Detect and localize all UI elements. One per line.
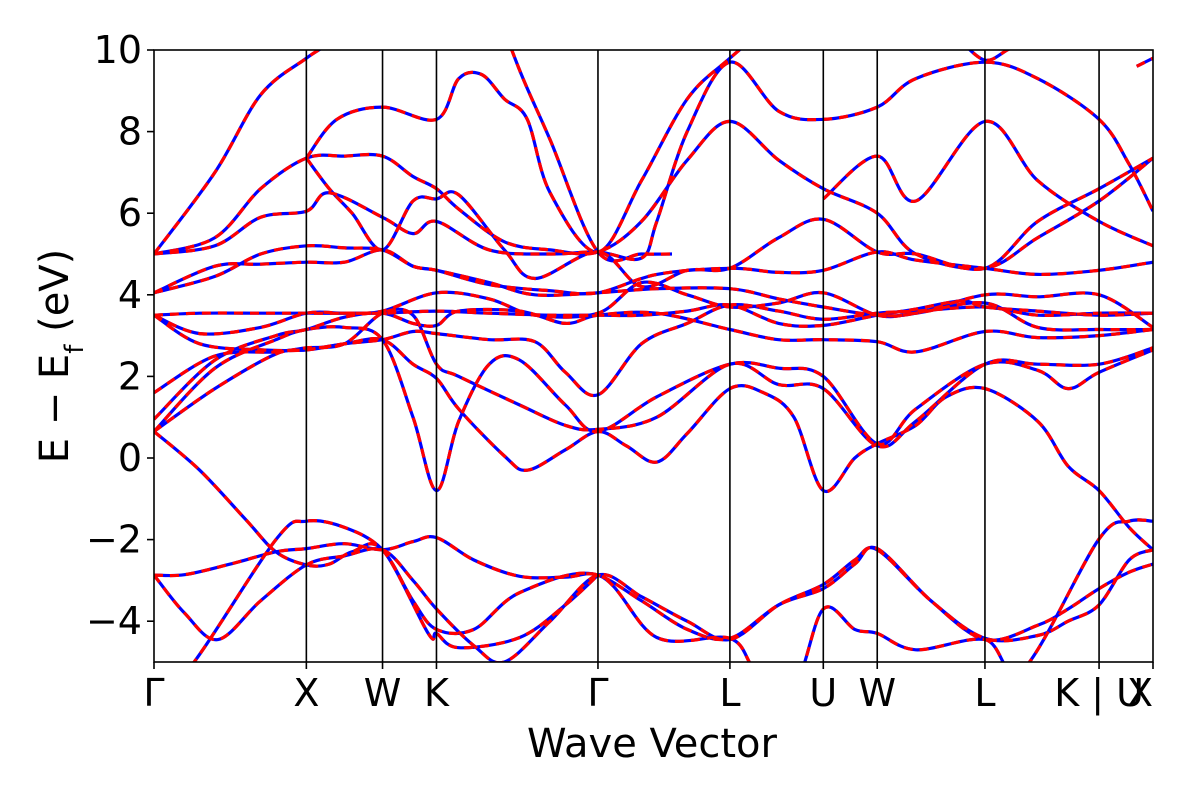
band-line-solid-18 [510,50,673,263]
band-line-solid-3 [154,430,600,650]
high-symmetry-lines [305,50,1100,662]
band-line-dashed-12 [154,243,1153,296]
y-axis-label-unit: (eV) [32,249,78,345]
y-tick-label-1: −2 [86,518,142,562]
x-tick-label-0: Γ [143,671,164,715]
x-tick-label-8: L [974,671,995,715]
x-tick-label-7: W [858,671,896,715]
band-line-dashed-18 [510,50,673,263]
band-line-solid-6 [154,307,1153,421]
band-line-solid-8 [154,302,1153,398]
x-tick-label-1: X [293,671,319,715]
x-tick-label-3: K [424,671,450,715]
y-tick-label-7: 10 [94,28,142,72]
band-line-solid-0 [154,535,1153,642]
x-tick-label-10: X [1127,671,1153,715]
band-line-dashed-2 [192,518,1153,662]
y-tick-label-3: 2 [118,354,142,398]
y-tick-label-5: 6 [118,191,142,235]
band-line-dashed-3 [154,430,600,650]
x-tick-label-4: Γ [587,671,608,715]
x-tick-label-9: K | U [1054,671,1144,716]
band-line-dashed-10 [154,280,1153,332]
bands-layer [154,50,1153,662]
y-axis-label-main: E − E [32,354,78,464]
band-line-dashed-1 [154,546,1153,662]
band-line-dashed-9 [154,299,1153,336]
y-ticks: −4 −2 0 2 4 6 8 10 [86,28,154,643]
band-line-dashed-8 [154,302,1153,398]
y-tick-label-0: −4 [86,599,142,643]
band-line-solid-19 [822,119,1153,248]
x-tick-label-2: W [364,671,402,715]
band-line-dashed-19 [822,119,1153,248]
x-tick-label-5: L [719,671,740,715]
band-line-dashed-6 [154,307,1153,421]
band-line-solid-4 [154,337,1153,551]
band-line-solid-15 [154,50,322,255]
band-line-dashed-13 [154,60,1153,261]
y-tick-label-4: 4 [118,273,142,317]
plot-frame [153,49,1154,663]
band-line-dashed-17 [305,50,742,254]
x-axis-label: Wave Vector [527,721,778,767]
band-line-dashed-4 [154,337,1153,551]
y-axis-label-subscript: f [60,344,90,354]
y-axis-label: E − Ef (eV) [32,249,90,464]
band-line-dashed-16 [305,156,1153,289]
band-line-dashed-0 [154,535,1153,642]
band-line-dashed-11 [154,248,1153,329]
x-tick-label-6: U [809,671,837,715]
band-line-solid-20 [967,50,1011,62]
band-line-dashed-21 [1136,56,1153,68]
y-tick-label-6: 8 [118,110,142,154]
y-tick-label-2: 0 [118,436,142,480]
